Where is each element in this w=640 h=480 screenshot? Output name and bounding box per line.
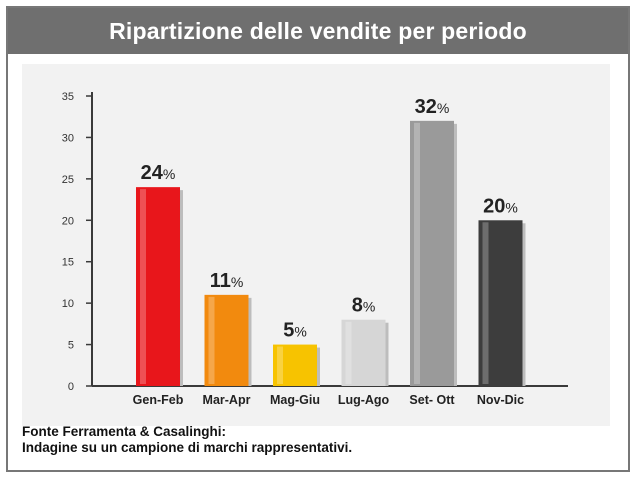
x-tick-label: Gen-Feb xyxy=(133,393,184,407)
bar-highlight xyxy=(345,321,352,384)
x-tick-label: Mar-Apr xyxy=(203,393,251,407)
bar-lug-ago xyxy=(341,319,386,386)
y-tick-label: 15 xyxy=(62,257,74,269)
source-note: Fonte Ferramenta & Casalinghi: Indagine … xyxy=(22,424,352,456)
y-tick-label: 25 xyxy=(62,174,74,186)
bar-highlight xyxy=(277,346,283,384)
value-label: 8% xyxy=(352,295,376,317)
x-tick-label: Set- Ott xyxy=(409,393,455,407)
chart-title: Ripartizione delle vendite per periodo xyxy=(8,8,628,54)
value-label: 24% xyxy=(141,162,176,184)
bar-mag-giu xyxy=(273,344,317,386)
bar-gen-feb xyxy=(136,187,180,386)
y-tick-label: 10 xyxy=(62,298,74,310)
y-tick-label: 20 xyxy=(62,215,74,227)
bar-highlight xyxy=(208,296,215,384)
x-tick-label: Nov-Dic xyxy=(477,393,524,407)
value-label: 20% xyxy=(483,195,518,217)
bar-highlight xyxy=(414,122,420,384)
bar-nov-dic xyxy=(478,220,523,386)
bar-mar-apr xyxy=(204,294,249,386)
value-label: 5% xyxy=(283,320,307,342)
y-tick-label: 30 xyxy=(62,132,74,144)
value-label: 11% xyxy=(210,270,244,292)
bar-highlight xyxy=(482,222,489,384)
x-tick-label: Mag-Giu xyxy=(270,393,320,407)
y-tick-label: 0 xyxy=(68,381,74,393)
y-tick-label: 35 xyxy=(62,91,74,103)
y-tick-label: 5 xyxy=(68,340,74,352)
value-label: 32% xyxy=(415,96,450,118)
source-line-1: Fonte Ferramenta & Casalinghi: xyxy=(22,424,227,439)
source-line-2: Indagine su un campione di marchi rappre… xyxy=(22,440,353,455)
x-tick-label: Lug-Ago xyxy=(338,393,390,407)
bar-highlight xyxy=(140,189,146,384)
bar-set-ott xyxy=(410,120,454,386)
